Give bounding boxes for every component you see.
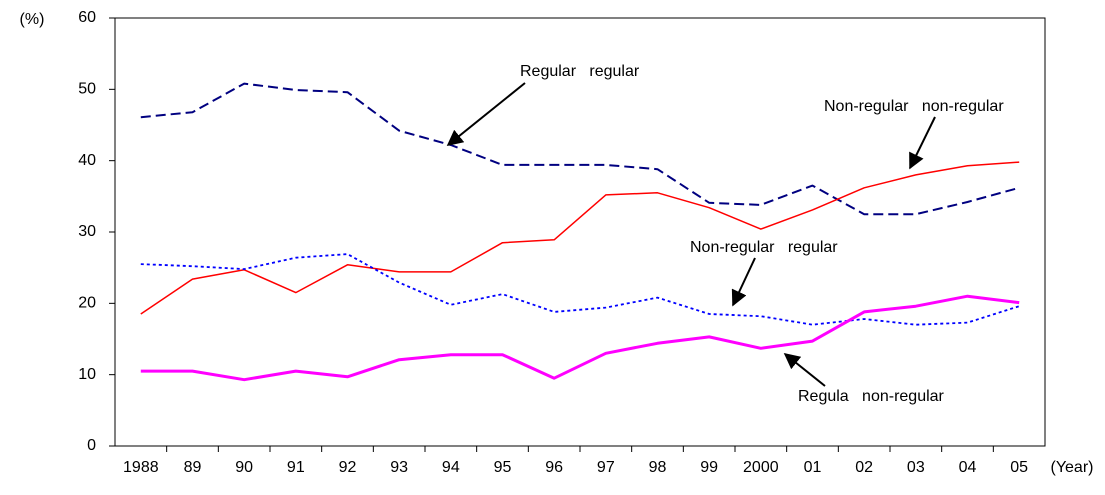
series-label: Regula non-regular xyxy=(798,388,945,405)
annotation-arrow xyxy=(446,82,526,147)
y-tick-label: 60 xyxy=(78,9,96,26)
x-tick-label: 96 xyxy=(545,459,563,476)
x-tick-label: 92 xyxy=(339,459,357,476)
x-tick-label: 04 xyxy=(959,459,977,476)
annotation-arrow xyxy=(783,353,826,387)
y-tick-label: 50 xyxy=(78,81,96,98)
x-tick-label: 95 xyxy=(494,459,512,476)
x-tick-label: 2000 xyxy=(743,459,779,476)
x-tick-label: 89 xyxy=(184,459,202,476)
series-line xyxy=(140,82,1020,216)
y-axis-label: (%) xyxy=(20,11,45,28)
x-tick-label: 02 xyxy=(855,459,873,476)
series-line xyxy=(140,161,1020,315)
x-tick-label: 93 xyxy=(390,459,408,476)
series-line xyxy=(140,253,1020,326)
x-tick-label: 94 xyxy=(442,459,460,476)
series-label: Non-regular regular xyxy=(690,239,838,256)
x-tick-label: 01 xyxy=(804,459,822,476)
x-tick-label: 05 xyxy=(1010,459,1028,476)
plot-frame xyxy=(114,17,1046,447)
annotation-arrow xyxy=(731,257,756,307)
x-tick-label: 90 xyxy=(235,459,253,476)
y-tick-label: 30 xyxy=(78,223,96,240)
series-label: Regular regular xyxy=(520,63,640,80)
x-tick-label: 91 xyxy=(287,459,305,476)
x-tick-label: 97 xyxy=(597,459,615,476)
annotation-arrow xyxy=(909,116,936,170)
x-tick-label: 98 xyxy=(649,459,667,476)
x-tick-label: 1988 xyxy=(123,459,159,476)
y-tick-label: 40 xyxy=(78,152,96,169)
y-tick-label: 0 xyxy=(87,437,96,454)
x-tick-label: 99 xyxy=(700,459,718,476)
y-tick-label: 20 xyxy=(78,295,96,312)
x-tick-label: 03 xyxy=(907,459,925,476)
x-axis-label: (Year) xyxy=(1051,459,1094,476)
series-label: Non-regular non-regular xyxy=(824,98,1004,115)
series-line xyxy=(140,294,1020,382)
y-tick-label: 10 xyxy=(78,366,96,383)
